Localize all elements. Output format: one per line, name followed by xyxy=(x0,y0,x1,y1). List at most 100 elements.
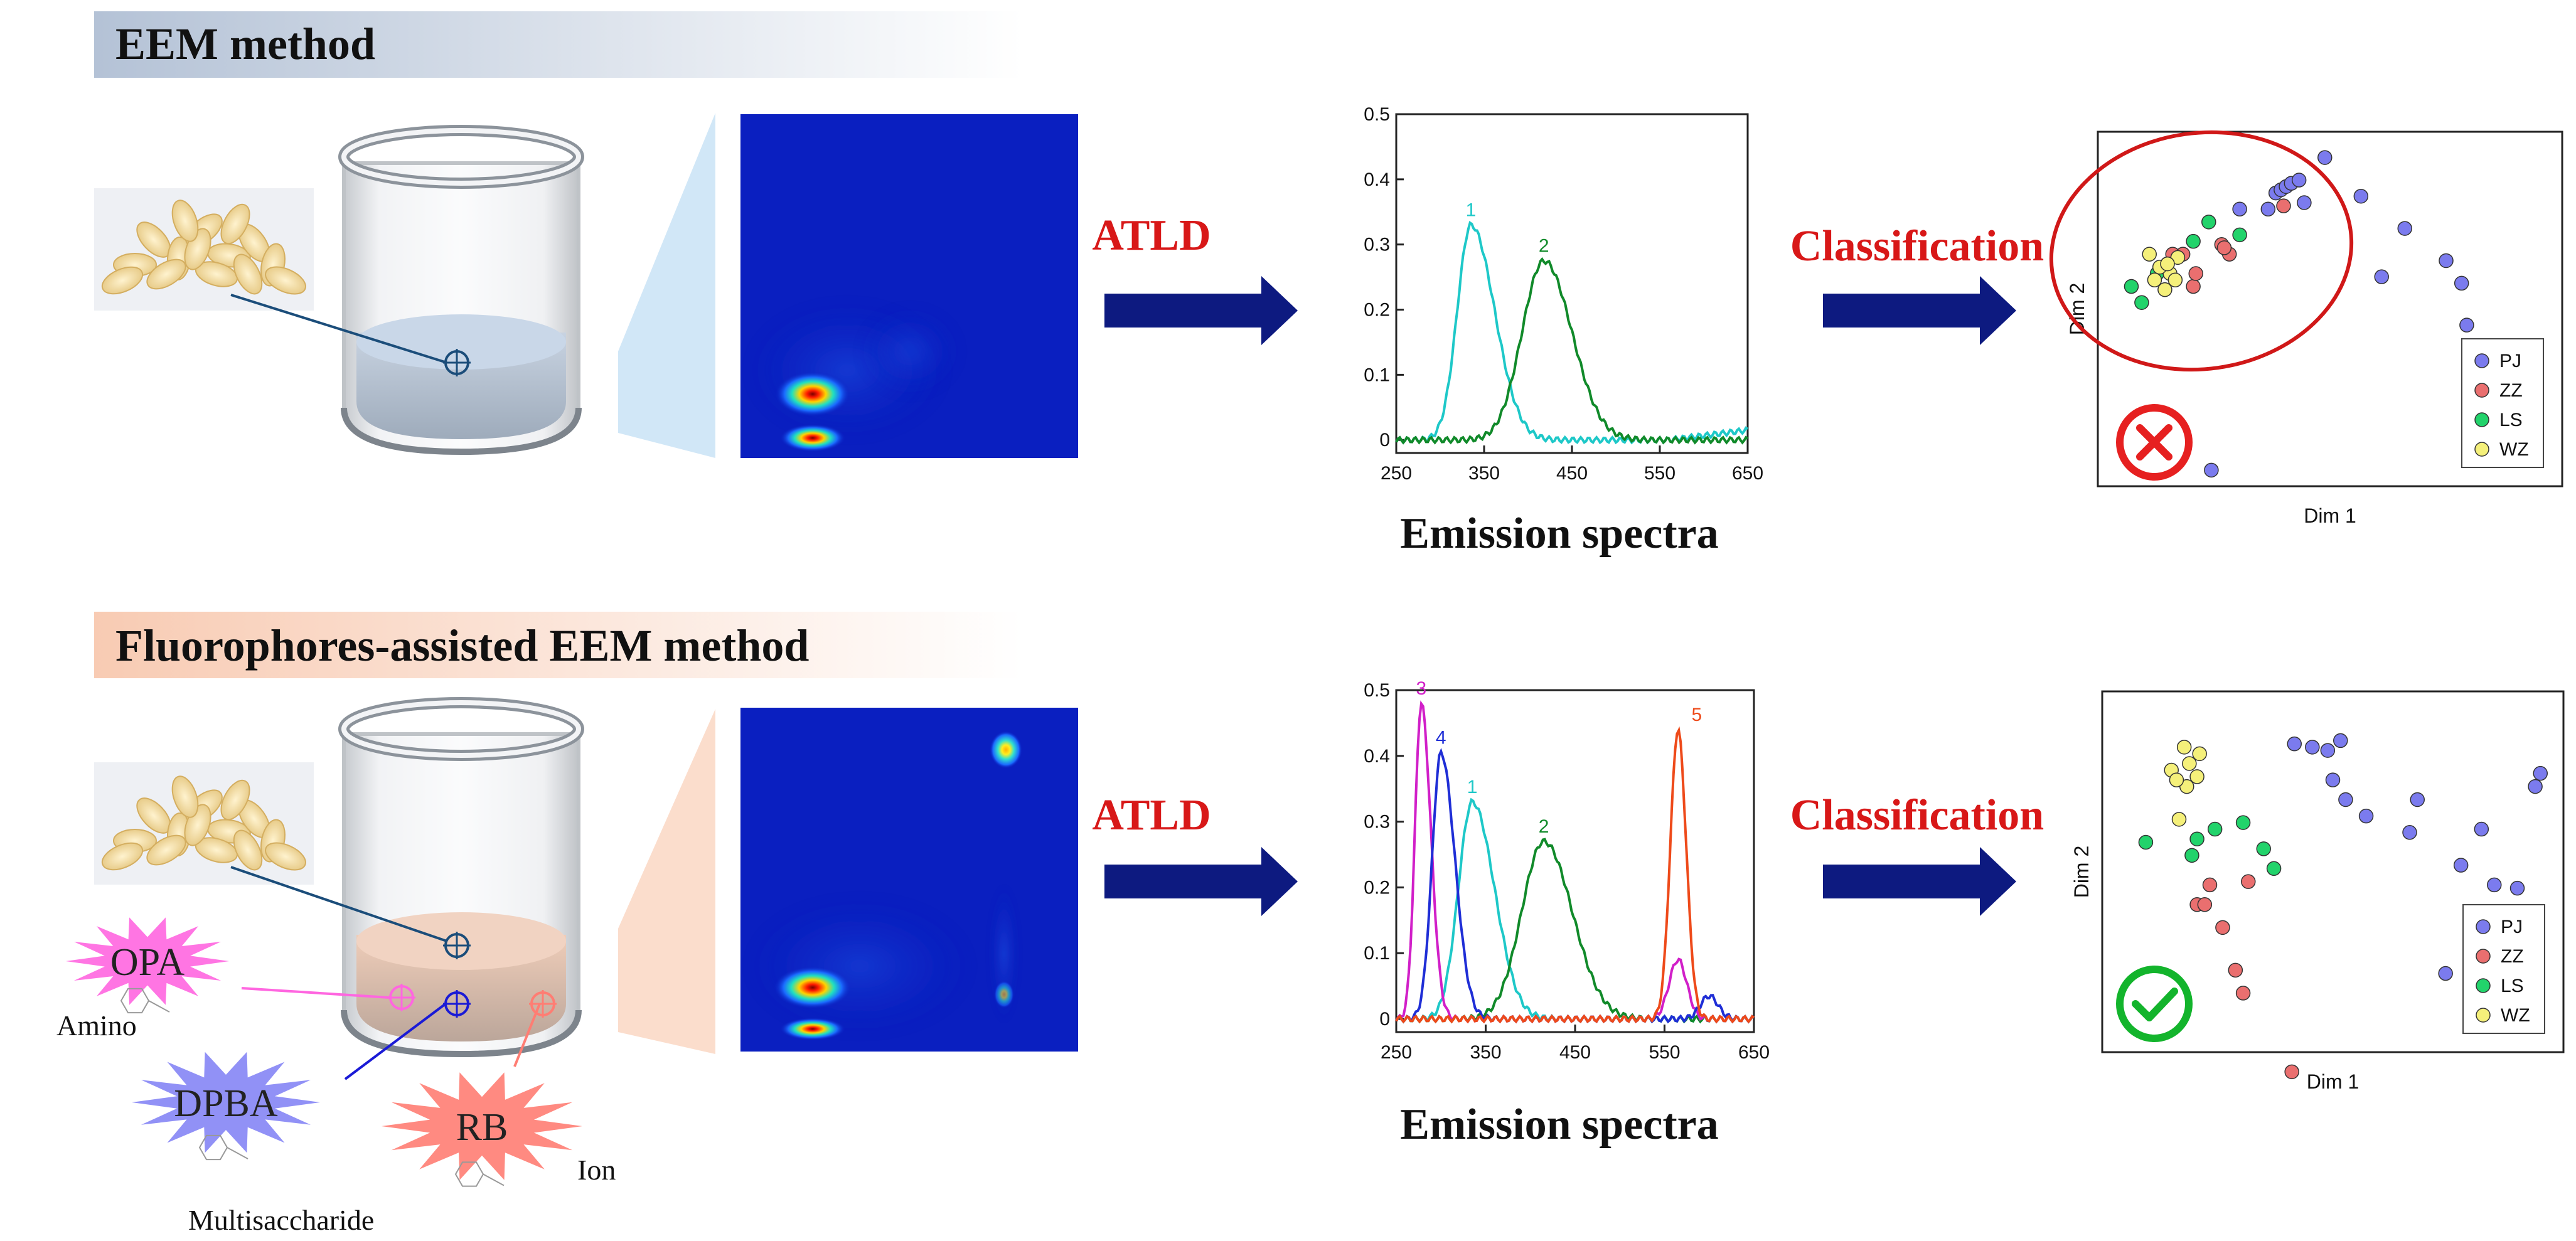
point-wz xyxy=(2157,282,2172,297)
point-pj xyxy=(2528,779,2543,794)
top-header-band xyxy=(94,11,1023,78)
point-ls xyxy=(2138,834,2154,850)
point-wz xyxy=(2192,746,2207,762)
legend-marker-ls xyxy=(2474,412,2489,427)
legend-label-zz: ZZ xyxy=(2499,380,2523,401)
reagent-name-opa: OPA xyxy=(110,941,185,984)
bottom-spectra-caption: Emission spectra xyxy=(1400,1100,1719,1149)
classification-label: Classification xyxy=(1790,222,2044,270)
point-pj xyxy=(2402,825,2417,840)
reagent-burst-dpba xyxy=(132,1052,320,1153)
y-tick-label: 0.3 xyxy=(1364,235,1390,255)
legend-marker-wz xyxy=(2476,1008,2491,1023)
point-zz xyxy=(2235,986,2251,1001)
point-ls xyxy=(2134,295,2149,310)
series-5-line xyxy=(1395,726,1755,1024)
atld-arrow-bottom: ATLD xyxy=(1092,791,1298,916)
atld-arrow: ATLD xyxy=(1092,211,1298,345)
legend-label-wz: WZ xyxy=(2501,1005,2530,1026)
point-pj xyxy=(2260,201,2276,217)
series-5-label: 5 xyxy=(1692,705,1702,725)
point-zz xyxy=(2197,897,2213,912)
point-zz xyxy=(2228,962,2243,978)
point-ls xyxy=(2124,279,2139,294)
pasta-piece xyxy=(146,834,186,866)
x-tick-label: 550 xyxy=(1644,463,1675,484)
point-ls xyxy=(2207,821,2223,837)
legend-marker-pj xyxy=(2474,353,2489,368)
point-wz xyxy=(2189,769,2205,784)
point-wz xyxy=(2176,740,2192,755)
reagent-name-rb: RB xyxy=(456,1106,508,1149)
beaker xyxy=(230,125,584,455)
point-pj xyxy=(2454,275,2469,291)
point-pj xyxy=(2305,740,2320,755)
eem-heatmap xyxy=(740,114,1078,458)
point-pj xyxy=(2487,877,2502,893)
point-zz xyxy=(2216,240,2232,255)
x-tick-label: 350 xyxy=(1468,463,1500,484)
point-pj xyxy=(2438,966,2453,981)
eem-heatmap-bottom xyxy=(740,708,1078,1052)
pasta-piece xyxy=(101,842,144,871)
x-tick-label: 250 xyxy=(1381,463,1412,484)
point-ls xyxy=(2256,841,2271,856)
y-tick-label: 0.2 xyxy=(1364,300,1390,321)
bottom-header-title: Fluorophores-assisted EEM method xyxy=(115,620,809,671)
y-tick-label: 0.5 xyxy=(1364,104,1390,125)
chart-frame xyxy=(1395,689,1755,1033)
point-zz xyxy=(2276,198,2291,213)
reagents: OPA Amino DPBA Multisaccharide RB Ion xyxy=(56,917,616,1236)
point-ls xyxy=(2189,831,2205,846)
point-pj xyxy=(2374,269,2389,284)
point-pj xyxy=(2509,880,2525,896)
point-zz xyxy=(2186,279,2201,294)
legend-label-pj: PJ xyxy=(2501,917,2523,937)
point-zz xyxy=(2202,877,2218,893)
beaker-bottom xyxy=(230,697,584,1058)
point-zz xyxy=(2215,920,2230,935)
y-tick-label: 0 xyxy=(1379,1009,1390,1030)
point-pj xyxy=(2410,792,2425,807)
point-pj xyxy=(2317,150,2333,165)
x-tick-label: 550 xyxy=(1649,1042,1680,1063)
classification-arrow-bottom: Classification xyxy=(1790,791,2044,916)
y-tick-label: 0.1 xyxy=(1364,943,1390,964)
y-tick-label: 0.2 xyxy=(1364,877,1390,898)
check-icon xyxy=(2116,966,2193,1042)
x-tick-label: 650 xyxy=(1738,1042,1770,1063)
point-pj xyxy=(2439,253,2454,269)
x-tick-label: 650 xyxy=(1732,463,1763,484)
chart-frame xyxy=(1395,113,1749,454)
point-pj xyxy=(2474,821,2489,837)
molecule-icon xyxy=(454,1161,505,1187)
legend-label-ls: LS xyxy=(2499,410,2523,430)
point-pj xyxy=(2291,173,2307,188)
reagent-name-dpba: DPBA xyxy=(174,1082,278,1125)
point-wz xyxy=(2169,772,2184,787)
zoom-wedge-bottom xyxy=(618,709,715,1054)
zoom-wedge xyxy=(618,113,715,458)
series-2-line xyxy=(1395,257,1749,445)
classification-label-bottom: Classification xyxy=(1790,791,2044,839)
legend-label-wz: WZ xyxy=(2499,439,2529,460)
point-zz xyxy=(2241,874,2256,889)
point-ls xyxy=(2235,815,2251,830)
pasta-piece xyxy=(220,779,250,821)
point-ls xyxy=(2184,848,2199,863)
reagent-link xyxy=(513,1003,541,1067)
point-zz xyxy=(2188,266,2203,281)
y-tick-label: 0.4 xyxy=(1364,746,1390,767)
pasta-piece xyxy=(265,266,306,295)
point-pj xyxy=(2297,195,2312,210)
series-1-label: 1 xyxy=(1466,200,1477,221)
pasta-piece xyxy=(171,200,199,242)
point-pj xyxy=(2320,743,2336,758)
series-4-label: 4 xyxy=(1436,728,1446,748)
top-classification-plot: Dim 1 Dim 2 PJ ZZ LS WZ xyxy=(2066,130,2563,527)
point-ls xyxy=(2232,227,2247,243)
point-zz xyxy=(2284,1064,2299,1080)
point-pj xyxy=(2338,792,2353,807)
top-header-title: EEM method xyxy=(115,19,375,69)
point-pj xyxy=(2397,221,2412,236)
